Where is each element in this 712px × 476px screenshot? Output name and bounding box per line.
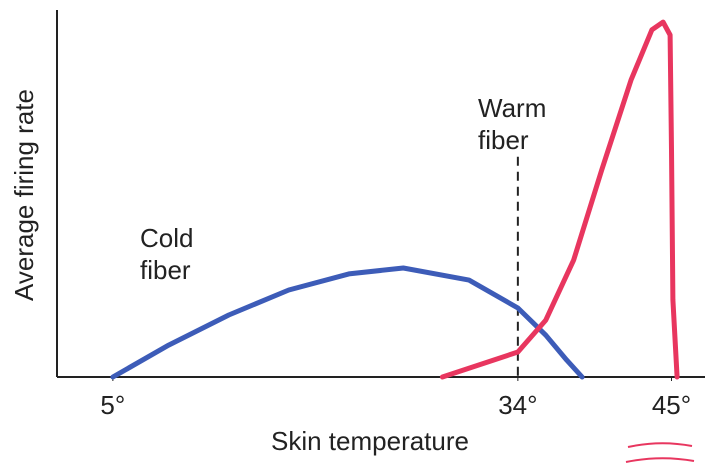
x-tick-label: 45° xyxy=(652,390,691,420)
series-line xyxy=(439,19,680,380)
x-axis-label: Skin temperature xyxy=(271,426,469,456)
series-label: Cold fiber xyxy=(140,223,194,285)
scribble xyxy=(627,442,693,448)
series-label: Warm fiber xyxy=(478,93,547,155)
series-line xyxy=(110,265,585,380)
x-tick-label: 5° xyxy=(100,390,125,420)
y-axis-label: Average firing rate xyxy=(9,89,39,301)
scribble xyxy=(625,457,695,463)
x-tick-label: 34° xyxy=(498,390,537,420)
